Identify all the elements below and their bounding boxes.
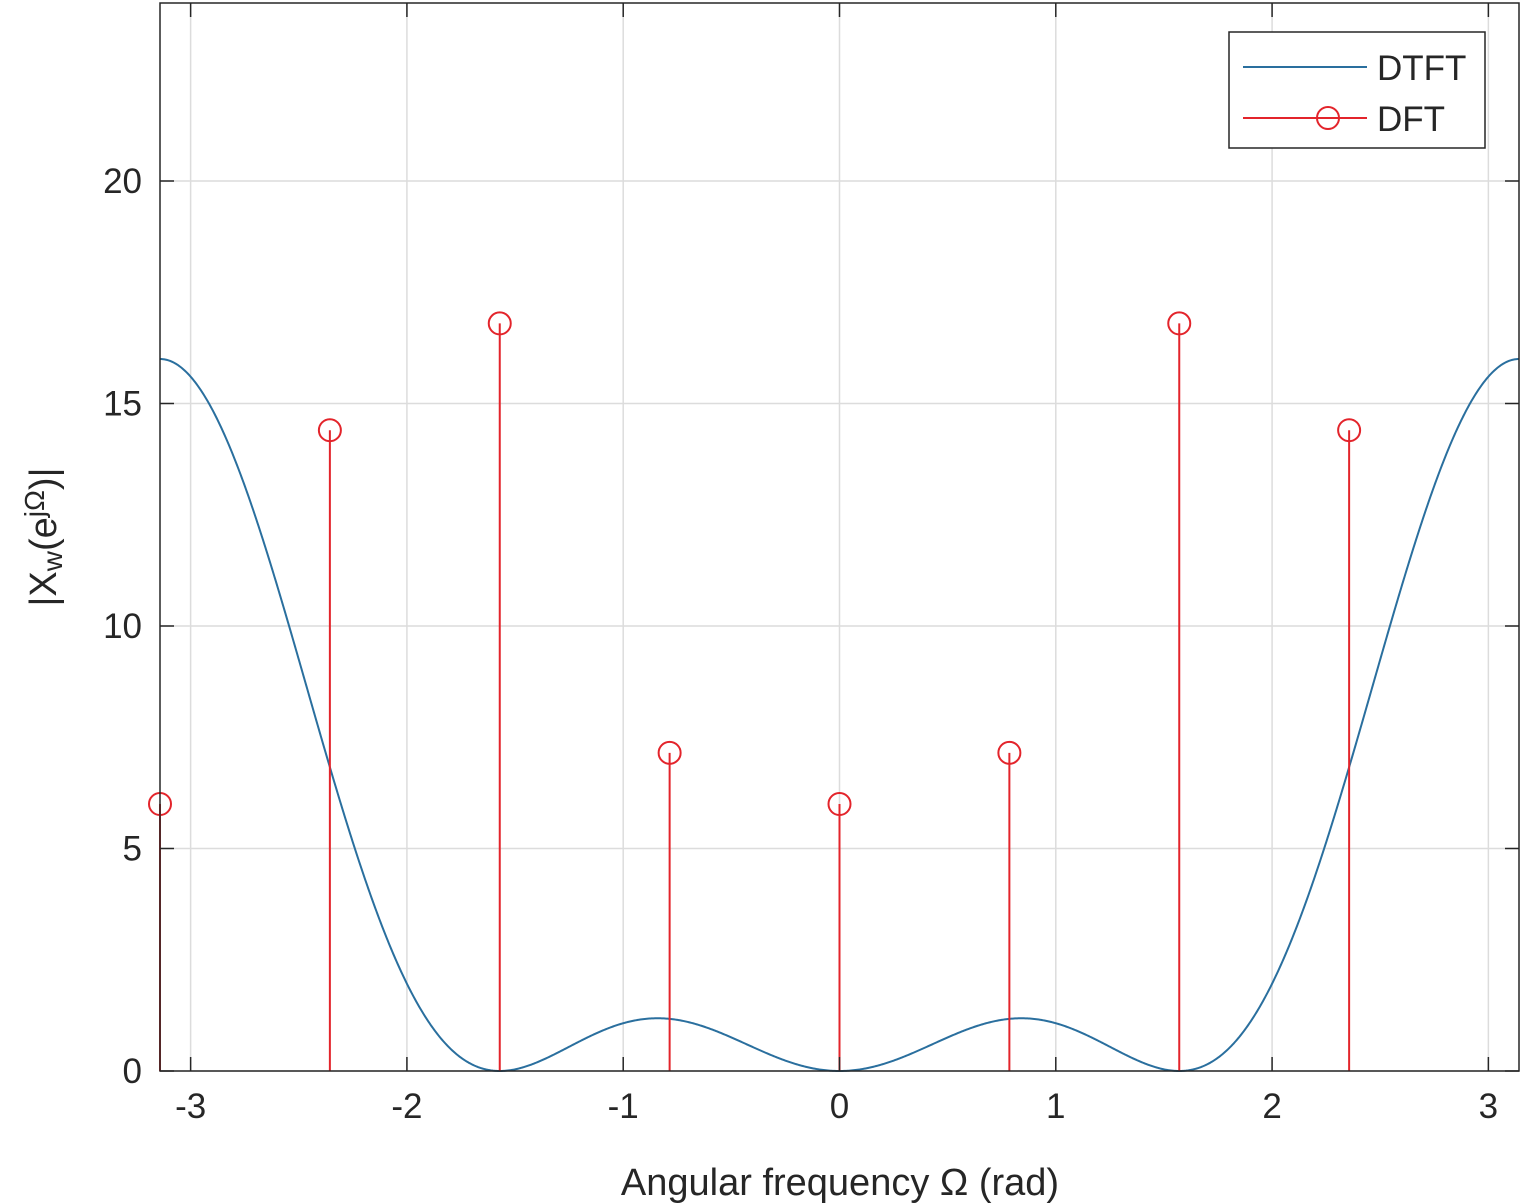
x-tick-label: -1 — [608, 1087, 639, 1126]
y-tick-label: 5 — [123, 830, 142, 869]
x-tick-label: 2 — [1262, 1087, 1281, 1126]
x-tick-label: 3 — [1479, 1087, 1498, 1126]
dft-marker — [657, 740, 682, 765]
dft-marker — [317, 418, 342, 443]
y-label-subscript: w — [37, 550, 68, 572]
dft-marker — [827, 792, 852, 816]
dft-series — [148, 311, 1362, 1071]
x-tick-label: -2 — [391, 1087, 422, 1126]
legend-box — [1228, 31, 1486, 149]
legend-dft-label: DFT — [1377, 100, 1445, 139]
y-label-mid: (e — [23, 517, 65, 551]
dft-marker — [1337, 418, 1362, 443]
dft-marker — [1167, 311, 1192, 336]
x-tick-label: 1 — [1046, 1087, 1065, 1126]
y-label-superscript: jΩ — [19, 490, 50, 518]
y-tick-label: 15 — [103, 385, 142, 424]
legend: DTFT DFT — [1228, 31, 1486, 149]
y-axis-label: |Xw(ejΩ)| — [19, 468, 68, 607]
x-tick-label: 0 — [830, 1087, 849, 1126]
y-tick-label: 20 — [103, 162, 142, 201]
y-tick-label: 0 — [123, 1052, 142, 1091]
x-tick-label: -3 — [175, 1087, 206, 1126]
dft-marker — [487, 311, 512, 336]
legend-dtft-label: DTFT — [1377, 49, 1466, 88]
axes — [159, 2, 1520, 1072]
legend-dft-circle-marker — [1316, 106, 1340, 130]
y-tick-label: 10 — [103, 607, 142, 646]
x-axis-label: Angular frequency Ω (rad) — [621, 1162, 1059, 1204]
dft-marker — [997, 740, 1022, 765]
tick-labels: -3 -2 -1 0 1 2 3 0 5 10 15 20 — [103, 162, 1498, 1126]
y-label-prefix: |X — [23, 571, 65, 606]
y-label-suffix: )| — [23, 468, 65, 491]
